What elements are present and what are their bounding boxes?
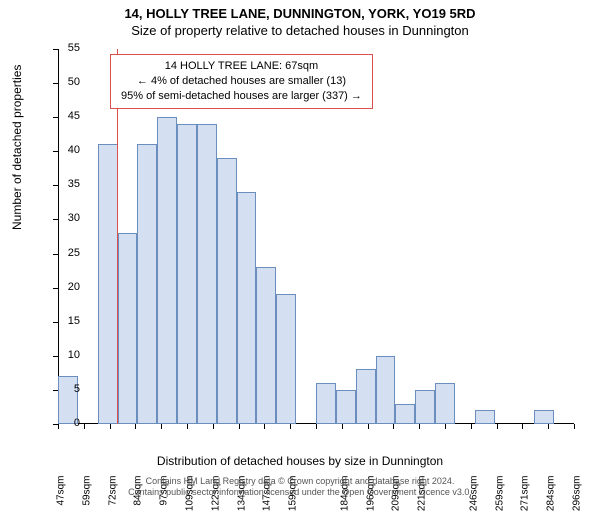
histogram-bar xyxy=(217,158,237,424)
histogram-bar xyxy=(98,144,118,424)
x-tick-mark xyxy=(290,424,291,429)
x-tick-mark xyxy=(213,424,214,429)
x-tick-mark xyxy=(161,424,162,429)
page-subtitle: Size of property relative to detached ho… xyxy=(0,21,600,38)
x-tick-mark xyxy=(368,424,369,429)
y-axis-line xyxy=(58,49,59,424)
y-axis-label: Number of detached properties xyxy=(10,65,24,230)
x-tick-mark xyxy=(471,424,472,429)
page-title: 14, HOLLY TREE LANE, DUNNINGTON, YORK, Y… xyxy=(0,0,600,21)
x-tick-mark xyxy=(110,424,111,429)
histogram-bar xyxy=(157,117,177,424)
y-tick-label: 5 xyxy=(40,383,80,395)
y-tick-label: 15 xyxy=(40,315,80,327)
histogram-bar xyxy=(534,410,554,424)
x-tick-mark xyxy=(135,424,136,429)
histogram-bar xyxy=(237,192,257,424)
x-tick-mark xyxy=(239,424,240,429)
y-tick-label: 50 xyxy=(40,76,80,88)
histogram-bar xyxy=(475,410,495,424)
footer-line-1: Contains HM Land Registry data © Crown c… xyxy=(0,476,600,487)
y-tick-label: 25 xyxy=(40,247,80,259)
x-tick-mark xyxy=(84,424,85,429)
y-tick-label: 55 xyxy=(40,42,80,54)
x-tick-mark xyxy=(264,424,265,429)
histogram-bar xyxy=(256,267,276,424)
y-tick-label: 0 xyxy=(40,417,80,429)
x-tick-mark xyxy=(548,424,549,429)
histogram-bar xyxy=(177,124,197,424)
x-tick-mark xyxy=(316,424,317,429)
y-tick-label: 10 xyxy=(40,349,80,361)
histogram-bar xyxy=(376,356,396,424)
x-tick-mark xyxy=(574,424,575,429)
histogram-bar xyxy=(118,233,138,424)
histogram-bar xyxy=(197,124,217,424)
chart-plot-area: 47sqm59sqm72sqm84sqm97sqm109sqm122sqm134… xyxy=(58,48,574,423)
histogram-bar xyxy=(137,144,157,424)
x-tick-mark xyxy=(393,424,394,429)
y-tick-label: 35 xyxy=(40,178,80,190)
histogram-bar xyxy=(316,383,336,424)
x-tick-mark xyxy=(419,424,420,429)
histogram-bar xyxy=(276,294,296,424)
annotation-line: 14 HOLLY TREE LANE: 67sqm xyxy=(121,59,362,74)
x-axis-label: Distribution of detached houses by size … xyxy=(0,454,600,468)
y-tick-label: 40 xyxy=(40,144,80,156)
x-tick-mark xyxy=(342,424,343,429)
footer-attribution: Contains HM Land Registry data © Crown c… xyxy=(0,476,600,499)
histogram-bar xyxy=(415,390,435,424)
x-tick-mark xyxy=(445,424,446,429)
annotation-line: 95% of semi-detached houses are larger (… xyxy=(121,89,362,104)
annotation-line: ← 4% of detached houses are smaller (13) xyxy=(121,74,362,89)
x-tick-mark xyxy=(187,424,188,429)
y-tick-label: 45 xyxy=(40,110,80,122)
x-tick-mark xyxy=(522,424,523,429)
footer-line-2: Contains public sector information licen… xyxy=(0,487,600,498)
histogram-bar xyxy=(356,369,376,424)
histogram-bar xyxy=(435,383,455,424)
y-tick-label: 20 xyxy=(40,281,80,293)
histogram-bar xyxy=(336,390,356,424)
y-tick-label: 30 xyxy=(40,212,80,224)
histogram-bar xyxy=(395,404,415,424)
chart-container: 14, HOLLY TREE LANE, DUNNINGTON, YORK, Y… xyxy=(0,0,600,500)
x-tick-mark xyxy=(497,424,498,429)
annotation-box: 14 HOLLY TREE LANE: 67sqm← 4% of detache… xyxy=(110,54,373,109)
